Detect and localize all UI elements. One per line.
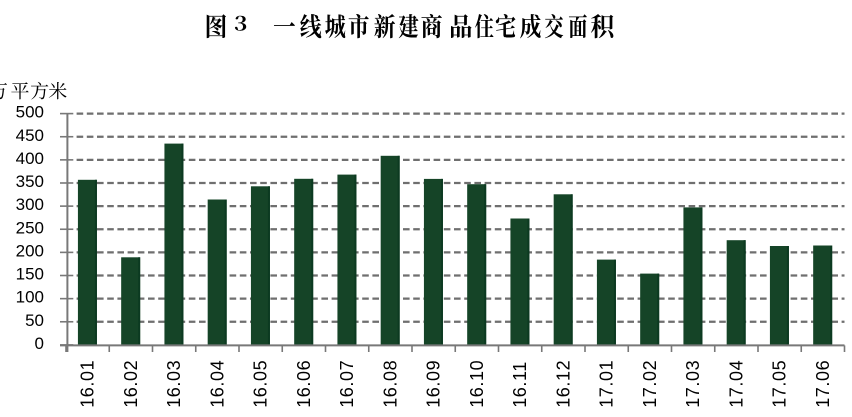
svg-text:350: 350 bbox=[16, 172, 44, 191]
svg-text:16.04: 16.04 bbox=[207, 360, 227, 408]
svg-text:17.03: 17.03 bbox=[683, 360, 703, 408]
svg-text:16.05: 16.05 bbox=[251, 360, 271, 408]
svg-text:200: 200 bbox=[16, 241, 44, 260]
svg-text:100: 100 bbox=[16, 288, 44, 307]
svg-text:150: 150 bbox=[16, 265, 44, 284]
svg-text:17.06: 17.06 bbox=[813, 360, 833, 408]
svg-text:16.01: 16.01 bbox=[78, 360, 98, 408]
svg-text:16.09: 16.09 bbox=[424, 360, 444, 408]
svg-text:450: 450 bbox=[16, 126, 44, 145]
svg-text:16.11: 16.11 bbox=[510, 361, 530, 408]
svg-text:16.02: 16.02 bbox=[121, 360, 141, 408]
svg-text:250: 250 bbox=[16, 218, 44, 237]
svg-text:16.07: 16.07 bbox=[337, 360, 357, 408]
svg-text:17.05: 17.05 bbox=[770, 360, 790, 408]
svg-text:300: 300 bbox=[16, 195, 44, 214]
svg-text:500: 500 bbox=[16, 103, 44, 122]
svg-text:17.01: 17.01 bbox=[597, 360, 617, 408]
svg-text:16.06: 16.06 bbox=[294, 360, 314, 408]
svg-text:400: 400 bbox=[16, 149, 44, 168]
svg-text:17.02: 17.02 bbox=[640, 360, 660, 408]
svg-text:16.03: 16.03 bbox=[164, 360, 184, 408]
svg-text:16.10: 16.10 bbox=[467, 360, 487, 408]
svg-text:17.04: 17.04 bbox=[726, 360, 746, 408]
svg-text:16.08: 16.08 bbox=[380, 360, 400, 408]
svg-text:50: 50 bbox=[25, 311, 44, 330]
svg-text:0: 0 bbox=[35, 334, 44, 353]
svg-text:16.12: 16.12 bbox=[553, 360, 573, 408]
